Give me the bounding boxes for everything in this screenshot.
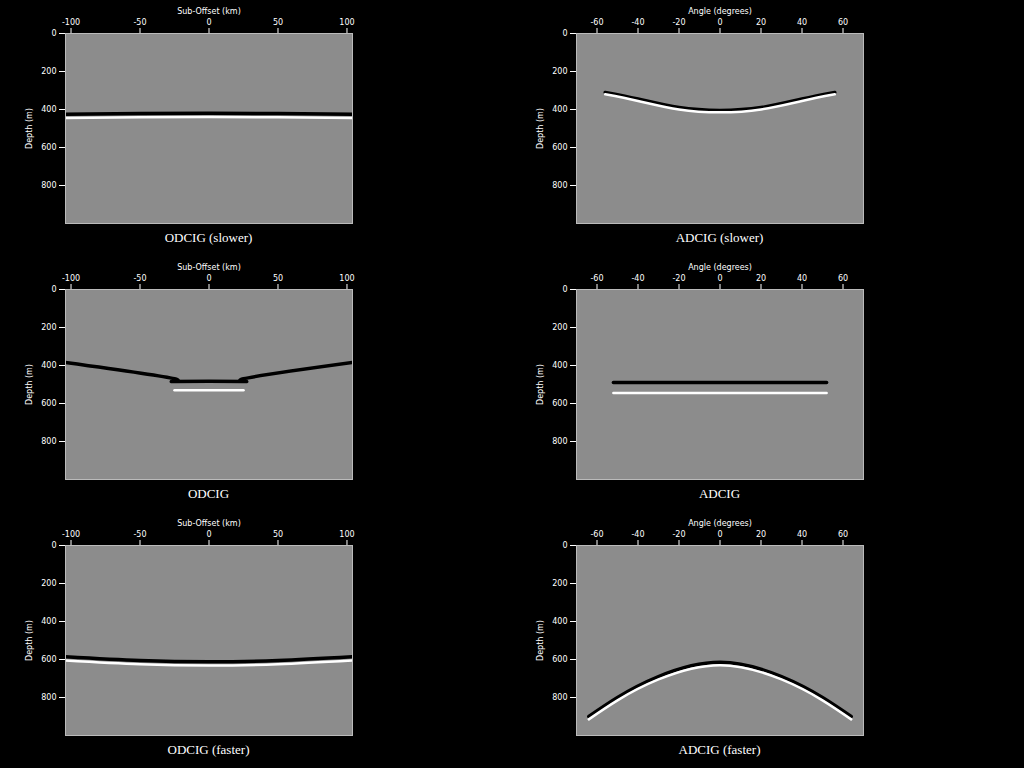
svg-text:400: 400 <box>552 105 567 114</box>
svg-text:200: 200 <box>41 579 56 588</box>
html-text:ADCIG (slower): ADCIG (slower) <box>675 230 764 245</box>
svg-text:0: 0 <box>717 18 722 27</box>
svg-text:Sub-Offset (km): Sub-Offset (km) <box>177 263 241 272</box>
svg-text:600: 600 <box>552 143 567 152</box>
svg-text:Depth (m): Depth (m) <box>25 620 34 661</box>
svg-text:Angle (degrees): Angle (degrees) <box>688 263 752 272</box>
svg-text:-40: -40 <box>631 18 644 27</box>
svg-text:100: 100 <box>339 530 354 539</box>
html-text:ODCIG (faster): ODCIG (faster) <box>167 742 250 757</box>
svg-text:Depth (m): Depth (m) <box>25 364 34 405</box>
svg-text:Depth (m): Depth (m) <box>536 108 545 149</box>
svg-text:-20: -20 <box>672 274 685 283</box>
svg-text:600: 600 <box>552 655 567 664</box>
svg-text:0: 0 <box>562 285 567 294</box>
svg-text:800: 800 <box>41 181 56 190</box>
svg-text:60: 60 <box>838 274 848 283</box>
svg-text:-20: -20 <box>672 18 685 27</box>
svg-text:-60: -60 <box>590 530 603 539</box>
svg-text:-50: -50 <box>133 18 146 27</box>
svg-text:800: 800 <box>41 437 56 446</box>
svg-text:-40: -40 <box>631 530 644 539</box>
svg-text:800: 800 <box>552 437 567 446</box>
svg-text:40: 40 <box>797 274 807 283</box>
svg-text:-60: -60 <box>590 18 603 27</box>
svg-text:50: 50 <box>273 274 283 283</box>
html-text:ODCIG: ODCIG <box>187 486 230 501</box>
svg-text:400: 400 <box>41 105 56 114</box>
svg-text:0: 0 <box>562 541 567 550</box>
svg-text:60: 60 <box>838 18 848 27</box>
svg-text:20: 20 <box>756 18 766 27</box>
svg-text:600: 600 <box>41 655 56 664</box>
svg-text:600: 600 <box>41 143 56 152</box>
svg-text:200: 200 <box>41 323 56 332</box>
svg-text:800: 800 <box>41 693 56 702</box>
svg-text:200: 200 <box>552 67 567 76</box>
svg-text:600: 600 <box>552 399 567 408</box>
svg-text:800: 800 <box>552 693 567 702</box>
svg-text:20: 20 <box>756 530 766 539</box>
svg-text:0: 0 <box>51 285 56 294</box>
svg-text:Angle (degrees): Angle (degrees) <box>688 519 752 528</box>
svg-text:Depth (m): Depth (m) <box>25 108 34 149</box>
svg-text:400: 400 <box>41 617 56 626</box>
svg-text:Depth (m): Depth (m) <box>536 620 545 661</box>
svg-text:50: 50 <box>273 530 283 539</box>
svg-text:600: 600 <box>41 399 56 408</box>
svg-text:400: 400 <box>552 617 567 626</box>
svg-text:20: 20 <box>756 274 766 283</box>
svg-text:200: 200 <box>552 323 567 332</box>
svg-text:0: 0 <box>717 530 722 539</box>
svg-text:-100: -100 <box>62 18 80 27</box>
html-text:ODCIG (slower): ODCIG (slower) <box>164 230 253 245</box>
svg-text:Sub-Offset (km): Sub-Offset (km) <box>177 7 241 16</box>
svg-text:-60: -60 <box>590 274 603 283</box>
svg-text:800: 800 <box>552 181 567 190</box>
svg-text:40: 40 <box>797 18 807 27</box>
svg-text:0: 0 <box>562 29 567 38</box>
svg-text:Angle (degrees): Angle (degrees) <box>688 7 752 16</box>
svg-text:60: 60 <box>838 530 848 539</box>
svg-text:-100: -100 <box>62 530 80 539</box>
svg-text:Depth (m): Depth (m) <box>536 364 545 405</box>
html-text:ADCIG: ADCIG <box>698 486 741 501</box>
svg-text:50: 50 <box>273 18 283 27</box>
svg-text:200: 200 <box>552 579 567 588</box>
svg-text:0: 0 <box>717 274 722 283</box>
svg-text:0: 0 <box>51 29 56 38</box>
svg-text:0: 0 <box>206 530 211 539</box>
svg-text:40: 40 <box>797 530 807 539</box>
svg-text:0: 0 <box>51 541 56 550</box>
svg-text:100: 100 <box>339 18 354 27</box>
svg-text:400: 400 <box>552 361 567 370</box>
svg-text:400: 400 <box>41 361 56 370</box>
svg-text:100: 100 <box>339 274 354 283</box>
svg-text:-20: -20 <box>672 530 685 539</box>
svg-text:-50: -50 <box>133 274 146 283</box>
svg-text:-100: -100 <box>62 274 80 283</box>
html-text:ADCIG (faster): ADCIG (faster) <box>678 742 761 757</box>
svg-text:-40: -40 <box>631 274 644 283</box>
svg-text:0: 0 <box>206 274 211 283</box>
svg-text:Sub-Offset (km): Sub-Offset (km) <box>177 519 241 528</box>
svg-text:0: 0 <box>206 18 211 27</box>
svg-text:200: 200 <box>41 67 56 76</box>
svg-text:-50: -50 <box>133 530 146 539</box>
